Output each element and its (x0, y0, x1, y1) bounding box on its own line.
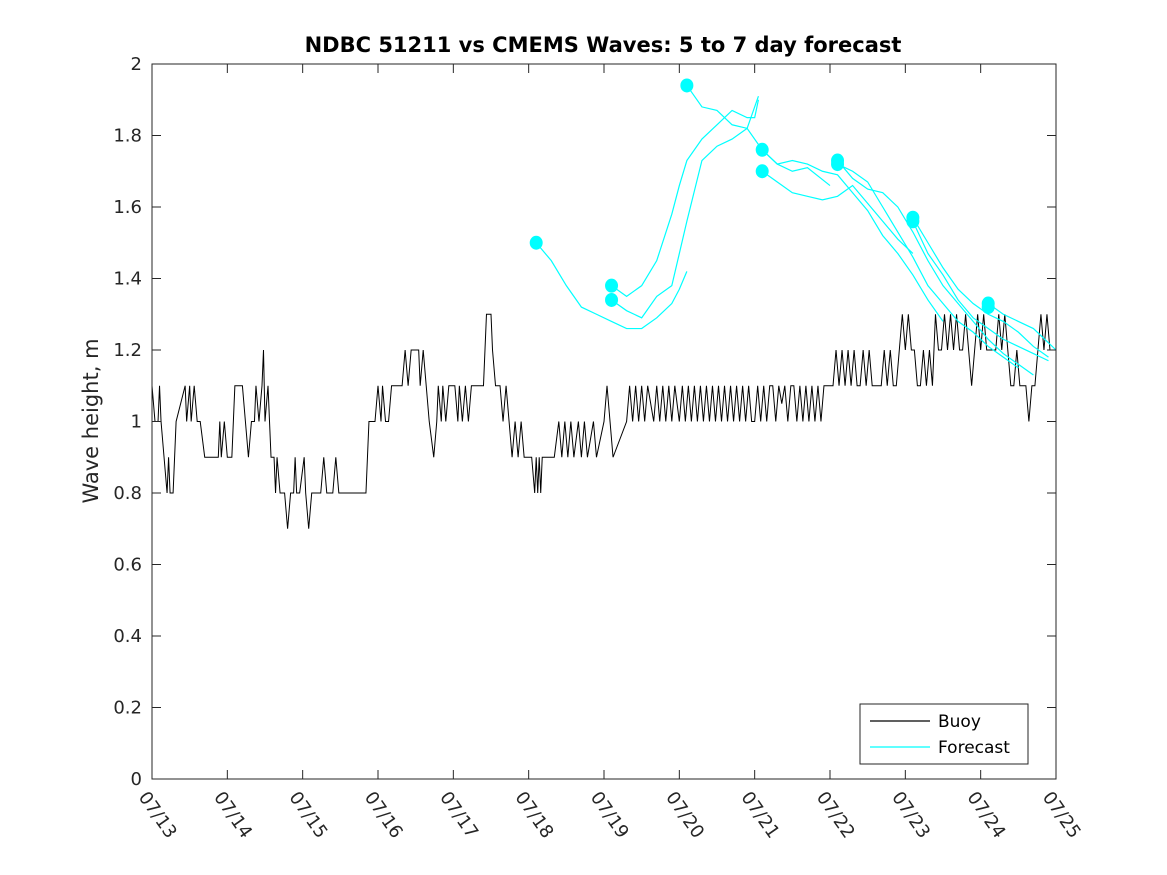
forecast-line (912, 221, 1049, 362)
y-tick-label: 1.4 (113, 269, 142, 290)
buoy-line (151, 313, 1053, 529)
forecast-line (611, 99, 760, 298)
y-axis-label: Wave height, m (79, 338, 103, 503)
legend-label: Buoy (938, 712, 981, 732)
forecast-line (761, 149, 944, 322)
forecast-marker (906, 214, 920, 229)
y-tick-label: 1.8 (113, 126, 142, 147)
forecast-line (987, 303, 1057, 351)
forecast-line (535, 242, 688, 330)
y-tick-label: 0.6 (113, 555, 142, 576)
forecast-marker (529, 235, 543, 250)
chart-title: NDBC 51211 vs CMEMS Waves: 5 to 7 day fo… (305, 33, 902, 57)
forecast-line (686, 85, 831, 187)
y-tick-label: 2 (131, 54, 142, 75)
forecast-marker (680, 78, 694, 93)
y-tick-label: 1.6 (113, 197, 142, 218)
legend: Buoy Forecast (859, 703, 1029, 765)
forecast-line (912, 217, 1049, 358)
forecast-line (761, 170, 914, 254)
y-tick-label: 1 (131, 412, 142, 433)
y-tick-label: 1.2 (113, 340, 142, 361)
y-tick-label: 0.8 (113, 483, 142, 504)
y-tick-label: 0.4 (113, 626, 142, 647)
legend-box (859, 703, 1029, 765)
legend-label: Forecast (938, 738, 1010, 758)
forecast-marker (831, 157, 845, 172)
y-tick-label: 0 (131, 769, 142, 790)
forecast-marker (605, 292, 619, 307)
forecast-line (837, 163, 1019, 369)
forecast-marker (755, 142, 769, 157)
forecast-line (611, 95, 759, 319)
forecast-marker (981, 300, 995, 315)
plot-series (151, 78, 1057, 529)
forecast-marker (755, 164, 769, 179)
y-tick-label: 0.2 (113, 698, 142, 719)
forecast-marker (605, 278, 619, 293)
forecast-line (837, 160, 1034, 376)
